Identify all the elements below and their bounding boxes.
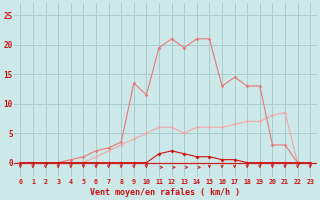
X-axis label: Vent moyen/en rafales ( km/h ): Vent moyen/en rafales ( km/h ) (90, 188, 240, 197)
